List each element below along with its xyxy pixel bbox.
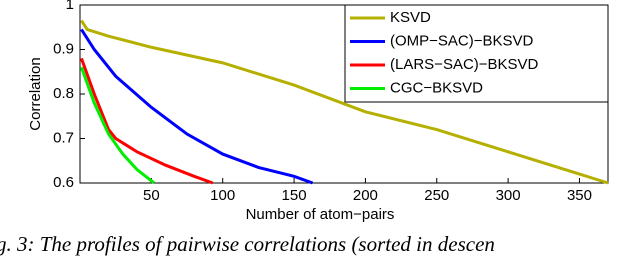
- x-axis-label: Number of atom−pairs: [246, 206, 395, 223]
- line-series: [80, 28, 314, 185]
- x-tick-label: 350: [567, 187, 592, 204]
- y-tick-label: 0.6: [53, 174, 74, 191]
- x-tick-label: 150: [282, 187, 307, 204]
- legend-box: [344, 4, 609, 103]
- y-axis-label: Correlation: [27, 57, 44, 130]
- x-tick-label: 50: [143, 187, 160, 204]
- y-tick-label: 0.7: [53, 129, 74, 146]
- caption: g. 3: The profiles of pairwise correlati…: [0, 232, 495, 256]
- legend-label: KSVD: [390, 9, 431, 26]
- line-series: [80, 57, 214, 185]
- y-tick-label: 1: [66, 0, 74, 13]
- x-tick-label: 300: [496, 187, 521, 204]
- y-tick-label: 0.8: [53, 85, 74, 102]
- line-series: [80, 19, 609, 185]
- legend-label: (LARS−SAC)−BKSVD: [390, 56, 539, 73]
- legend-label: CGC−BKSVD: [390, 79, 483, 96]
- x-tick-label: 250: [424, 187, 449, 204]
- legend-label: (OMP−SAC)−BKSVD: [390, 32, 534, 49]
- x-tick-label: 100: [210, 187, 235, 204]
- line-series: [80, 66, 156, 185]
- x-tick-label: 200: [353, 187, 378, 204]
- y-tick-label: 0.9: [53, 40, 74, 57]
